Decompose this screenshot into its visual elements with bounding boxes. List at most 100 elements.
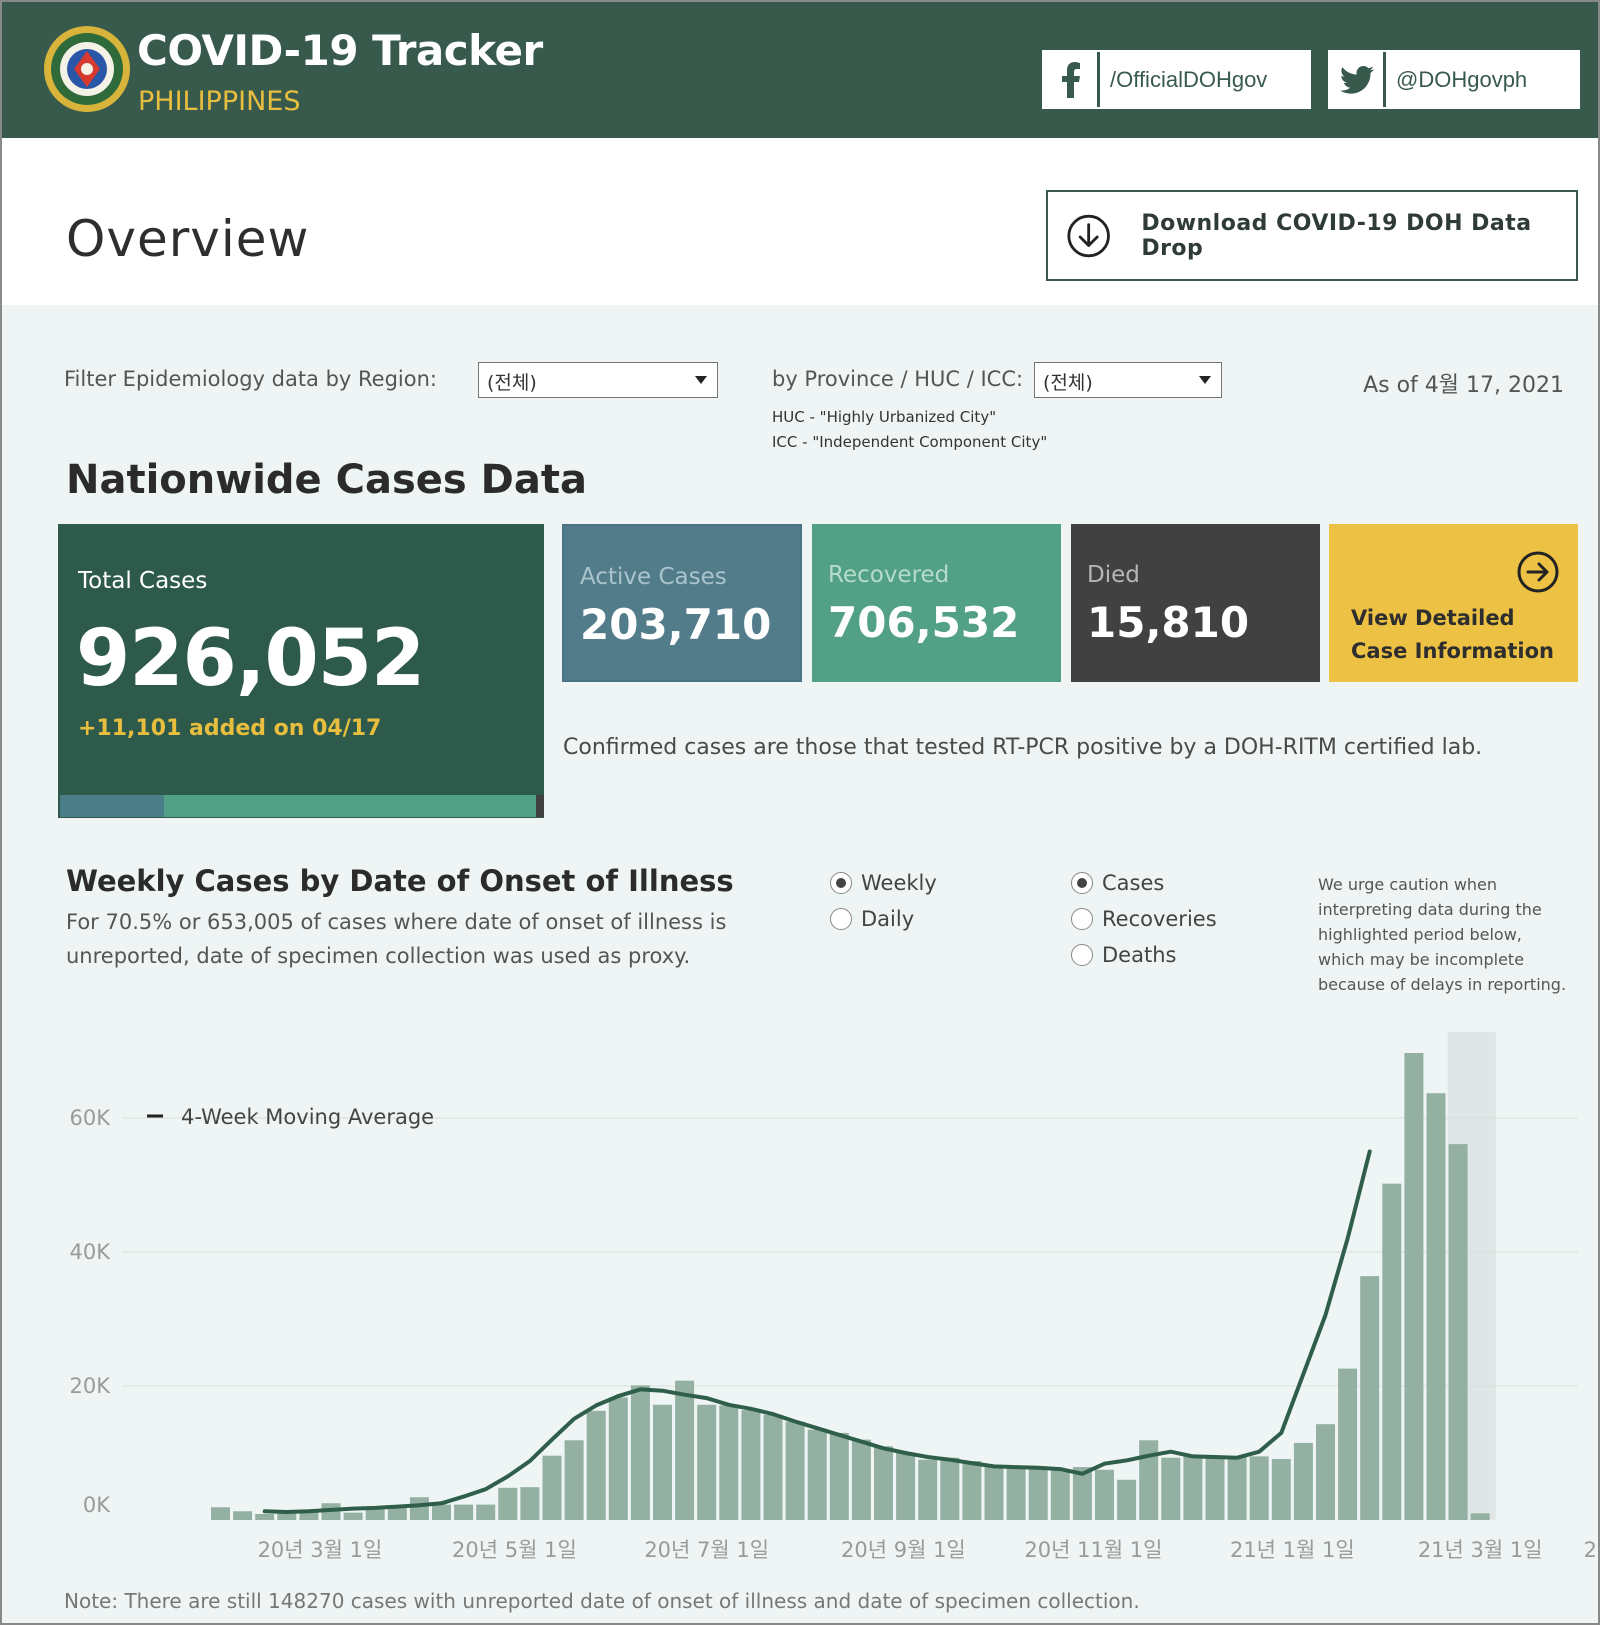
radio-weekly-dot	[830, 872, 852, 894]
radio-deaths[interactable]: Deaths	[1071, 943, 1176, 967]
bar	[1050, 1470, 1070, 1520]
bar	[630, 1385, 650, 1520]
bar	[1448, 1144, 1468, 1520]
died-label: Died	[1087, 562, 1140, 588]
bar	[1360, 1276, 1380, 1520]
region-select[interactable]: (전체)	[478, 362, 718, 398]
x-tick-label: 20년 7월 1일	[644, 1538, 769, 1562]
bar	[542, 1455, 562, 1520]
active-cases-label: Active Cases	[580, 564, 727, 590]
total-cases-label: Total Cases	[78, 568, 208, 594]
bar	[299, 1511, 319, 1520]
bar	[343, 1512, 363, 1520]
bar	[432, 1504, 451, 1520]
radio-weekly-label: Weekly	[861, 871, 937, 895]
twitter-handle: @DOHgovph	[1396, 66, 1528, 92]
download-circle-icon	[1067, 214, 1110, 257]
nationwide-title: Nationwide Cases Data	[66, 457, 587, 503]
strip-active-segment	[60, 795, 164, 817]
radio-deaths-label: Deaths	[1102, 943, 1177, 967]
footnote: Note: There are still 148270 cases with …	[64, 1589, 1140, 1613]
province-select[interactable]: (전체)	[1034, 362, 1222, 398]
bar	[1072, 1467, 1092, 1520]
bar	[697, 1404, 717, 1520]
total-cases-card: Total Cases 926,052 +11,101 added on 04/…	[58, 524, 544, 818]
x-tick-label: 21년 3월 1일	[1418, 1538, 1543, 1562]
weekly-chart-subtitle: For 70.5% or 653,005 of cases where date…	[66, 910, 727, 968]
province-select-value: (전체)	[1043, 372, 1093, 394]
y-tick-label: 20K	[70, 1374, 112, 1398]
bar	[409, 1497, 429, 1520]
y-tick-label: 40K	[70, 1240, 112, 1264]
bar	[962, 1461, 982, 1520]
view-detailed-case-button[interactable]: View Detailed Case Information	[1329, 524, 1578, 682]
download-data-drop-button[interactable]: Download COVID-19 DOH Data Drop	[1046, 190, 1578, 281]
as-of-date: As of 4월 17, 2021	[1363, 373, 1564, 398]
radio-cases[interactable]: Cases	[1071, 871, 1164, 895]
bar	[1161, 1457, 1181, 1520]
died-value: 15,810	[1087, 598, 1250, 647]
y-tick-label: 60K	[70, 1106, 112, 1130]
radio-weekly[interactable]: Weekly	[830, 871, 937, 895]
cases-added-today: +11,101 added on 04/17	[78, 716, 382, 741]
bar	[1338, 1368, 1358, 1520]
strip-died-segment	[536, 795, 544, 817]
confirmed-cases-note: Confirmed cases are those that tested RT…	[563, 735, 1483, 760]
bar	[785, 1421, 805, 1520]
radio-recoveries[interactable]: Recoveries	[1071, 907, 1217, 931]
bar	[719, 1405, 739, 1520]
x-tick-label: 20년 9월 1일	[841, 1538, 966, 1562]
bar	[277, 1511, 297, 1520]
radio-daily[interactable]: Daily	[830, 907, 914, 931]
bar	[1183, 1455, 1203, 1520]
bar	[1271, 1459, 1291, 1520]
bar	[984, 1467, 1004, 1520]
recovered-label: Recovered	[828, 562, 950, 588]
view-detailed-line1: View Detailed	[1351, 606, 1515, 630]
facebook-icon	[1044, 52, 1100, 107]
bar	[1404, 1053, 1424, 1520]
moving-average-line	[262, 1149, 1372, 1514]
bar	[1227, 1457, 1247, 1520]
bar	[940, 1457, 960, 1520]
x-tick-label: 21년 5월 1일	[1584, 1538, 1600, 1562]
y-tick-label: 0K	[83, 1493, 111, 1517]
twitter-icon	[1330, 52, 1386, 107]
x-tick-label: 21년 1월 1일	[1230, 1538, 1355, 1562]
bar	[608, 1397, 628, 1520]
bar	[255, 1513, 275, 1520]
view-detailed-label: View Detailed Case Information	[1351, 602, 1554, 668]
bar	[1470, 1513, 1490, 1520]
bar	[211, 1507, 230, 1520]
x-tick-label: 20년 3월 1일	[258, 1538, 383, 1562]
chevron-down-icon	[695, 376, 707, 384]
region-select-value: (전체)	[487, 372, 537, 394]
caution-note: We urge caution when interpreting data d…	[1318, 875, 1567, 994]
bar	[1139, 1440, 1159, 1520]
bar	[896, 1453, 916, 1520]
x-tick-label: 20년 11월 1일	[1024, 1538, 1162, 1562]
bar	[918, 1459, 938, 1520]
active-cases-card: Active Cases 203,710	[562, 524, 802, 682]
bar	[498, 1487, 518, 1520]
bar	[1426, 1093, 1446, 1520]
bar	[1028, 1467, 1048, 1520]
app-subtitle: PHILIPPINES	[138, 86, 301, 117]
bar	[233, 1511, 253, 1520]
facebook-link[interactable]: /OfficialDOHgov	[1042, 50, 1311, 109]
strip-recovered-segment	[164, 795, 536, 817]
app-title: COVID-19 Tracker	[137, 26, 543, 75]
bar	[653, 1404, 672, 1520]
bar	[1205, 1458, 1225, 1520]
weekly-chart-title: Weekly Cases by Date of Onset of Illness	[66, 864, 734, 898]
huc-note: HUC - "Highly Urbanized City"	[772, 408, 997, 426]
download-button-label: Download COVID-19 DOH Data Drop	[1141, 210, 1532, 261]
radio-cases-label: Cases	[1102, 871, 1165, 895]
bar	[874, 1446, 893, 1520]
weekly-cases-chart: 60K 40K 20K 0K 4-Week Moving Average 20년 3월 1…	[70, 1032, 1600, 1562]
bar	[1117, 1479, 1137, 1520]
chevron-down-icon	[1199, 376, 1211, 384]
facebook-handle: /OfficialDOHgov	[1110, 66, 1268, 92]
twitter-link[interactable]: @DOHgovph	[1328, 50, 1580, 109]
